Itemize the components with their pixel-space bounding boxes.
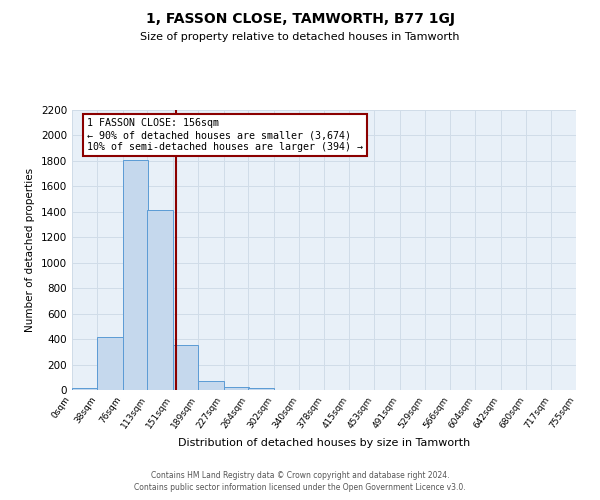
Bar xyxy=(123,160,148,390)
Bar xyxy=(224,387,249,390)
Bar xyxy=(248,388,274,390)
Bar xyxy=(173,346,198,390)
Text: Size of property relative to detached houses in Tamworth: Size of property relative to detached ho… xyxy=(140,32,460,42)
Bar xyxy=(72,388,97,390)
Bar xyxy=(97,336,123,390)
Text: Contains HM Land Registry data © Crown copyright and database right 2024.
Contai: Contains HM Land Registry data © Crown c… xyxy=(134,471,466,492)
Text: 1, FASSON CLOSE, TAMWORTH, B77 1GJ: 1, FASSON CLOSE, TAMWORTH, B77 1GJ xyxy=(146,12,455,26)
Text: 1 FASSON CLOSE: 156sqm
← 90% of detached houses are smaller (3,674)
10% of semi-: 1 FASSON CLOSE: 156sqm ← 90% of detached… xyxy=(87,118,363,152)
X-axis label: Distribution of detached houses by size in Tamworth: Distribution of detached houses by size … xyxy=(178,438,470,448)
Bar xyxy=(148,210,173,390)
Y-axis label: Number of detached properties: Number of detached properties xyxy=(25,168,35,332)
Bar xyxy=(198,381,224,390)
